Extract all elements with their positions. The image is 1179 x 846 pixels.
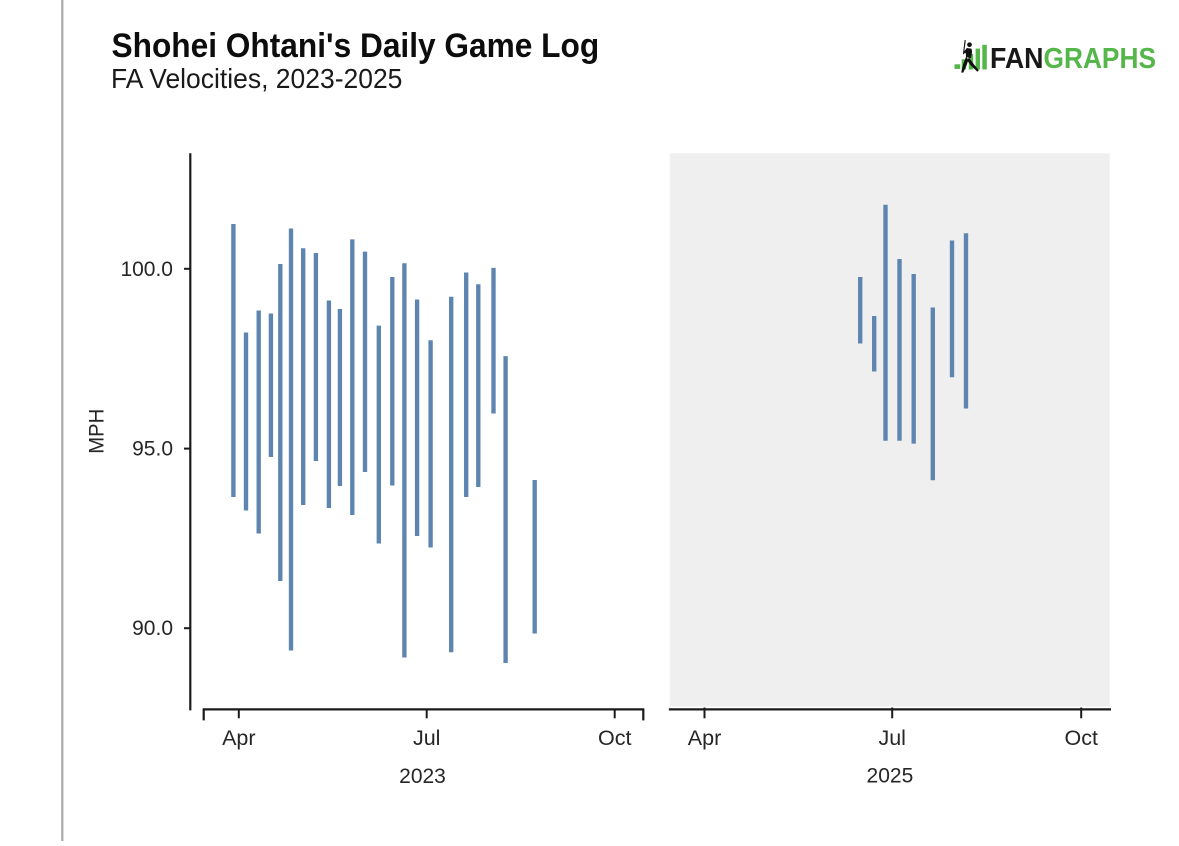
svg-text:FAN: FAN <box>990 43 1044 75</box>
svg-text:100.0: 100.0 <box>120 258 173 281</box>
svg-text:Oct: Oct <box>598 726 631 750</box>
svg-text:2023: 2023 <box>399 765 446 788</box>
svg-text:MPH: MPH <box>85 409 109 454</box>
svg-text:2025: 2025 <box>867 765 914 788</box>
svg-text:Jul: Jul <box>878 726 905 750</box>
svg-text:95.0: 95.0 <box>132 438 173 461</box>
svg-text:Apr: Apr <box>222 726 255 750</box>
svg-text:GRAPHS: GRAPHS <box>1044 43 1157 75</box>
svg-text:90.0: 90.0 <box>132 617 173 640</box>
svg-text:FA Velocities, 2023-2025: FA Velocities, 2023-2025 <box>111 63 402 94</box>
svg-text:Apr: Apr <box>688 726 721 750</box>
svg-text:Shohei Ohtani's Daily Game Log: Shohei Ohtani's Daily Game Log <box>112 27 600 65</box>
svg-text:Jul: Jul <box>413 726 440 750</box>
svg-text:Oct: Oct <box>1064 726 1097 750</box>
